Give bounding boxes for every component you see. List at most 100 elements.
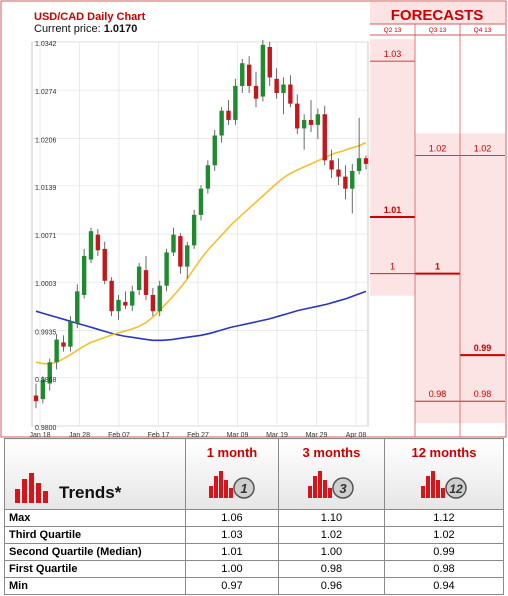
x-tick-label: Feb 27 — [187, 432, 209, 438]
row-label: Third Quartile — [4, 526, 186, 544]
table-cell: 0.94 — [383, 577, 505, 595]
candle-body — [75, 291, 80, 324]
y-tick-label: 1.0274 — [35, 89, 57, 96]
candle — [301, 114, 307, 150]
candle-body — [281, 84, 286, 94]
candle-body — [260, 44, 266, 97]
forecast-level-label: 0.98 — [429, 389, 447, 399]
y-tick-label: 1.0071 — [35, 233, 57, 240]
candle-body — [343, 176, 348, 189]
period-12-icon: 12 — [420, 471, 467, 499]
table-cell: 0.98 — [277, 560, 385, 578]
candle — [102, 241, 107, 285]
candle — [130, 285, 135, 312]
candle — [75, 284, 80, 329]
table-row: Min 0.97 0.96 0.94 — [4, 577, 505, 595]
y-tick-label: 1.0342 — [35, 41, 57, 48]
candle-body — [171, 234, 176, 253]
y-tick-label: 0.9868 — [35, 377, 57, 384]
candle — [116, 294, 121, 320]
candle — [95, 229, 101, 256]
ma-long-line — [35, 290, 367, 342]
candle — [295, 94, 300, 135]
candle-body — [109, 280, 114, 312]
candle-body — [102, 248, 107, 281]
candle — [233, 78, 238, 125]
period-1-icon-number: 1 — [240, 481, 247, 496]
trends-title: Trends* — [59, 483, 122, 502]
candle-body — [240, 63, 245, 86]
candle-body — [33, 395, 39, 402]
period-header-3: 3 months 3 — [277, 438, 385, 510]
candle — [171, 227, 176, 256]
candle — [61, 335, 66, 352]
x-tick-label: Mar 19 — [266, 432, 288, 438]
candle — [226, 100, 231, 125]
candle — [164, 248, 169, 292]
period-label: 3 months — [302, 445, 361, 460]
candle-body — [226, 110, 231, 120]
x-tick-label: Apr 08 — [346, 432, 367, 438]
candle — [322, 105, 327, 166]
candle — [136, 263, 142, 295]
candle — [246, 56, 252, 94]
candle-body — [198, 188, 204, 215]
table-cell: 1.10 — [277, 509, 385, 527]
candle — [288, 75, 293, 108]
table-cell: 0.98 — [383, 560, 505, 578]
forecast-level-label: 1 — [390, 262, 395, 272]
table-row: Max 1.06 1.10 1.12 — [4, 509, 505, 527]
trends-header-row: Trends* 1 month 1 3 months — [4, 438, 505, 510]
table-cell: 0.97 — [185, 577, 279, 595]
candle-body — [136, 266, 142, 290]
candle — [157, 280, 162, 317]
candle-body — [336, 169, 341, 177]
x-tick-label: Feb 07 — [108, 432, 130, 438]
row-label: Second Quartile (Median) — [4, 543, 186, 561]
y-tick-label: 1.0206 — [35, 137, 57, 144]
candle — [123, 291, 128, 310]
forecasts-title: FORECASTS — [391, 7, 484, 24]
candle-body — [116, 299, 121, 312]
candle-body — [205, 165, 211, 189]
candle — [212, 129, 217, 171]
table-cell: 1.06 — [185, 509, 279, 527]
candle-body — [95, 234, 101, 251]
table-cell: 1.03 — [185, 526, 279, 544]
candle-body — [47, 362, 52, 384]
candle — [178, 233, 183, 274]
candle-body — [130, 291, 135, 306]
candle-body — [246, 64, 252, 86]
candle — [198, 185, 204, 221]
y-tick-label: 1.0003 — [35, 281, 57, 288]
table-cell: 1.00 — [185, 560, 279, 578]
trends-title-cell: Trends* — [4, 438, 186, 510]
candle — [185, 241, 190, 279]
y-tick-label: 0.9800 — [35, 425, 57, 432]
candle — [267, 42, 272, 86]
forecast-range — [370, 39, 415, 296]
candle-body — [81, 255, 87, 295]
period-3-icon-number: 3 — [340, 481, 348, 496]
candle — [68, 316, 73, 352]
table-row: Second Quartile (Median) 1.01 1.00 0.99 — [4, 543, 505, 561]
candle — [109, 277, 114, 317]
forecast-level-label: 0.98 — [474, 389, 492, 399]
period-12-icon-number: 12 — [449, 482, 463, 496]
candle — [191, 209, 197, 249]
y-tick-label: 1.0139 — [35, 185, 57, 192]
forecast-column: Q2 13 1.03 1.01 1 — [370, 27, 415, 296]
candle — [350, 163, 355, 214]
candle-body — [123, 302, 128, 306]
candle-body — [315, 114, 321, 125]
y-ticks: 1.0342 1.0274 1.0206 1.0139 1.0071 1.0003 0.99… — [35, 41, 57, 432]
forecast-column: Q4 13 1.02 0.99 0.98 — [460, 27, 505, 424]
candle-body — [191, 214, 197, 246]
chart-frame — [0, 0, 507, 438]
candle — [47, 358, 52, 391]
period-header-12: 12 months 12 — [383, 438, 505, 510]
candle — [343, 165, 348, 200]
candle — [363, 155, 369, 170]
usdcad-chart: 1.0342 1.0274 1.0206 1.0139 1.0071 1.0003 0.99… — [0, 0, 508, 438]
candle — [81, 248, 87, 299]
